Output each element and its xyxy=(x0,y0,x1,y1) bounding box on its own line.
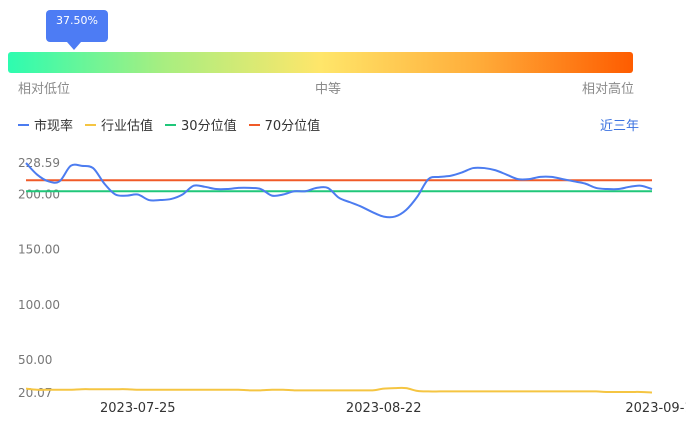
y-tick-label: 200.00 xyxy=(18,188,60,202)
y-tick-label: 150.00 xyxy=(18,243,60,257)
legend-label-pe: 市现率 xyxy=(34,119,74,134)
chart-legend: 市现率 行业估值 30分位值 70分位值 xyxy=(18,115,332,134)
legend-swatch-p30 xyxy=(165,123,177,126)
legend-item-pe[interactable]: 市现率 xyxy=(18,115,73,134)
y-tick-label: 228.59 xyxy=(18,156,60,170)
y-tick-label: 100.00 xyxy=(18,298,60,312)
legend-swatch-p70 xyxy=(248,123,260,126)
legend-label-industry: 行业估值 xyxy=(101,119,154,134)
x-tick-label: 2023-09-19 xyxy=(625,401,686,416)
legend-label-p30: 30分位值 xyxy=(181,119,237,134)
gauge-low-label: 相对低位 xyxy=(18,82,71,97)
valuation-gauge-bar xyxy=(8,52,633,73)
legend-item-industry[interactable]: 行业估值 xyxy=(85,115,153,134)
period-selector-link[interactable]: 近三年 xyxy=(600,119,640,134)
x-tick-label: 2023-07-25 xyxy=(100,401,176,416)
y-tick-label: 20.07 xyxy=(18,386,52,400)
legend-swatch-pe xyxy=(18,123,29,126)
legend-item-p30[interactable]: 30分位值 xyxy=(165,115,237,134)
gauge-mid-label: 中等 xyxy=(315,82,342,97)
y-tick-label: 50.00 xyxy=(18,353,52,367)
x-tick-label: 2023-08-22 xyxy=(346,401,422,416)
gauge-high-label: 相对高位 xyxy=(582,82,635,97)
legend-label-p70: 70分位值 xyxy=(264,119,321,134)
percentile-badge: 37.50% xyxy=(46,10,108,42)
pe-series-line xyxy=(25,162,653,219)
legend-swatch-industry xyxy=(85,123,97,126)
legend-item-p70[interactable]: 70分位值 xyxy=(248,115,321,134)
industry-series-line xyxy=(25,386,653,394)
percentile-pointer-icon xyxy=(67,42,81,50)
